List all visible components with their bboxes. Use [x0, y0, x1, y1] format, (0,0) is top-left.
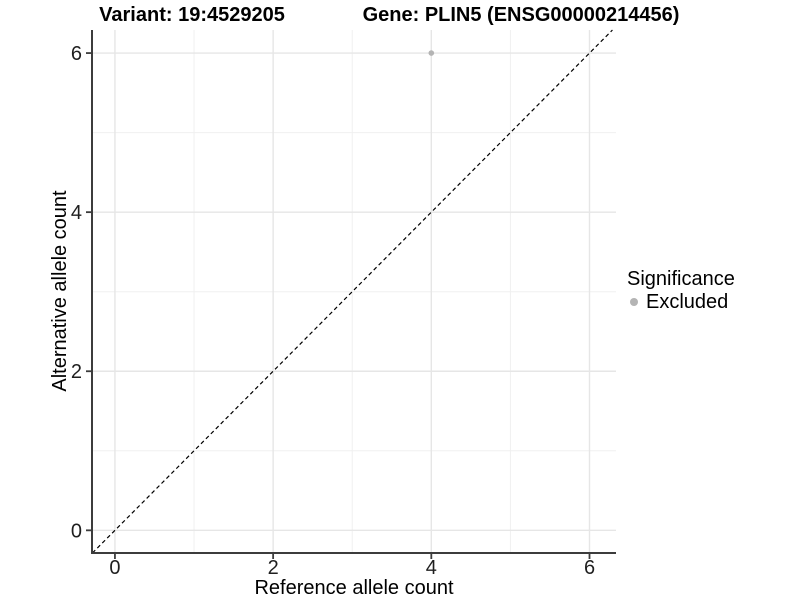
y-axis-title: Alternative allele count [49, 190, 71, 392]
x-tick-label: 6 [584, 557, 595, 579]
gene-title: Gene: PLIN5 (ENSG00000214456) [362, 4, 680, 26]
legend: Significance Excluded [627, 267, 735, 313]
identity-line [91, 29, 613, 554]
y-tick-label: 4 [71, 202, 82, 224]
x-tick-label: 2 [268, 557, 279, 579]
x-axis-title: Reference allele count [254, 577, 454, 599]
x-tick-label: 0 [109, 557, 120, 579]
legend-item-excluded: Excluded [627, 291, 735, 313]
legend-item-label: Excluded [646, 291, 729, 313]
variant-title: Variant: 19:4529205 [99, 4, 285, 26]
y-tick-label: 2 [71, 361, 82, 383]
legend-title: Significance [627, 268, 735, 290]
y-tick-label: 6 [71, 43, 82, 65]
x-tick-label: 4 [426, 557, 437, 579]
y-tick-label: 0 [71, 520, 82, 542]
legend-point-icon [630, 298, 638, 306]
data-point [428, 50, 435, 56]
